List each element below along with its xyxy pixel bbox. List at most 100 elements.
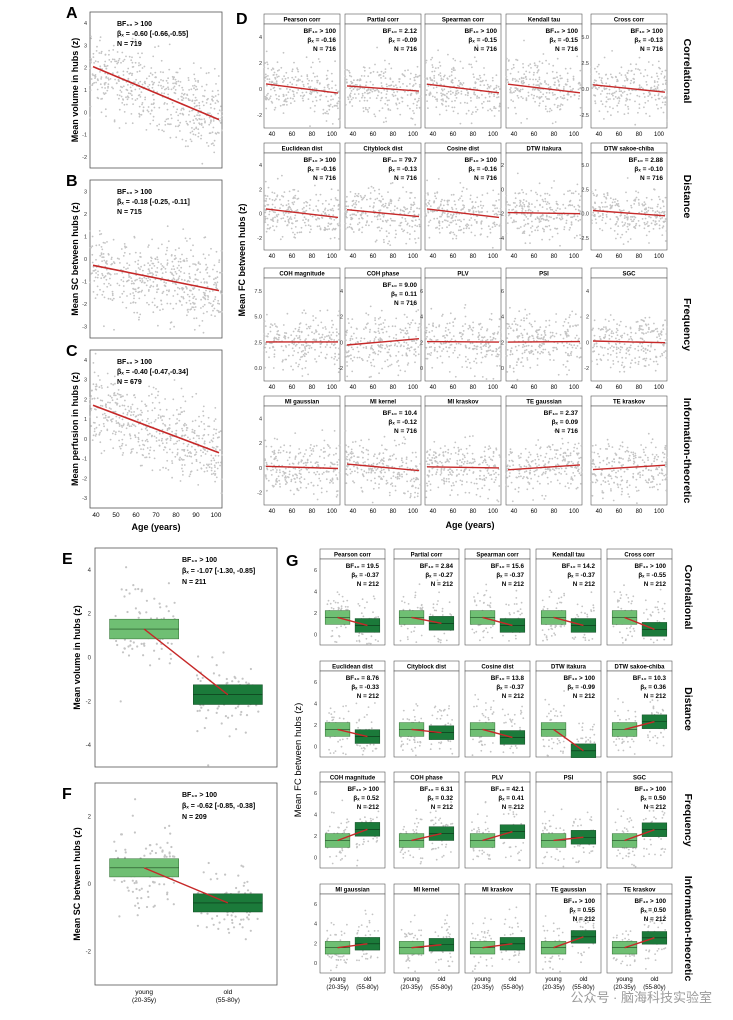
data-point xyxy=(149,112,152,115)
data-point xyxy=(137,438,140,441)
data-point xyxy=(594,87,597,89)
data-point xyxy=(326,69,329,72)
data-point xyxy=(368,354,371,356)
data-point xyxy=(666,119,668,122)
data-point xyxy=(578,356,581,359)
data-point xyxy=(122,60,125,63)
data-point xyxy=(417,213,420,216)
data-point xyxy=(299,94,302,97)
data-point xyxy=(360,213,363,215)
data-point xyxy=(263,349,265,352)
data-point xyxy=(116,94,119,96)
y-axis-label: Mean perfusion in hubs (z) xyxy=(70,372,80,486)
data-point xyxy=(269,97,271,99)
data-point xyxy=(547,86,550,89)
data-point xyxy=(112,383,115,386)
data-point xyxy=(215,286,218,289)
data-point xyxy=(468,63,471,66)
data-point xyxy=(374,323,377,325)
data-point xyxy=(516,172,519,175)
data-point xyxy=(373,331,376,333)
data-point xyxy=(296,209,299,211)
data-point xyxy=(526,117,528,120)
data-point xyxy=(309,225,312,228)
data-point xyxy=(571,346,574,349)
data-point xyxy=(479,80,482,83)
data-point xyxy=(555,200,558,203)
data-point xyxy=(577,88,580,91)
data-point xyxy=(410,191,413,194)
data-point xyxy=(113,328,115,331)
data-point xyxy=(401,228,403,231)
data-point xyxy=(319,228,322,231)
data-point xyxy=(457,342,460,345)
data-point xyxy=(661,210,664,213)
data-point xyxy=(638,103,641,106)
data-point xyxy=(659,217,662,220)
data-point xyxy=(530,67,532,69)
data-point xyxy=(417,353,420,356)
data-point xyxy=(436,350,439,353)
data-point xyxy=(96,88,99,91)
data-point xyxy=(118,425,121,427)
data-point xyxy=(138,318,140,321)
data-point xyxy=(606,92,609,95)
data-point xyxy=(428,323,430,326)
data-point xyxy=(114,78,116,81)
data-point xyxy=(120,431,123,433)
data-point xyxy=(545,59,547,62)
data-point xyxy=(330,218,333,220)
data-point xyxy=(98,424,101,426)
data-point xyxy=(181,113,184,115)
data-point xyxy=(152,55,155,58)
data-point xyxy=(319,98,322,101)
data-point xyxy=(492,210,494,213)
data-point xyxy=(570,223,573,226)
data-point xyxy=(190,140,193,143)
data-point xyxy=(486,87,489,90)
plot-frame xyxy=(424,277,502,382)
data-point xyxy=(468,219,471,222)
data-point xyxy=(483,67,485,69)
data-point xyxy=(570,344,573,346)
stat-label: βₓ = -0.10 xyxy=(634,166,663,173)
data-point xyxy=(212,96,215,98)
data-point xyxy=(548,216,551,218)
data-point xyxy=(534,64,536,67)
data-point xyxy=(655,89,658,91)
data-point xyxy=(495,350,497,353)
data-point xyxy=(299,338,302,341)
data-point xyxy=(131,122,134,125)
data-point xyxy=(105,115,107,118)
data-point xyxy=(120,61,122,64)
data-point xyxy=(367,111,370,113)
data-point xyxy=(576,215,579,218)
data-point xyxy=(527,205,530,208)
data-point xyxy=(290,102,292,105)
data-point xyxy=(556,207,559,210)
data-point xyxy=(179,67,181,70)
data-point xyxy=(274,106,277,109)
x-tick-label: 90 xyxy=(192,512,200,519)
data-point xyxy=(161,292,164,295)
data-point xyxy=(429,93,432,95)
data-point xyxy=(218,431,221,433)
data-point xyxy=(311,215,314,218)
data-point xyxy=(199,461,202,464)
data-point xyxy=(183,464,186,466)
data-point xyxy=(155,388,157,390)
data-point xyxy=(384,71,387,73)
data-point xyxy=(149,72,152,75)
data-point xyxy=(556,76,558,79)
x-tick-label: 40 xyxy=(596,132,603,138)
data-point xyxy=(626,213,629,216)
data-point xyxy=(613,230,616,232)
data-point xyxy=(473,360,475,363)
data-point xyxy=(456,93,458,95)
data-point xyxy=(510,347,513,349)
data-point xyxy=(139,255,142,258)
data-point xyxy=(197,484,200,486)
data-point xyxy=(282,217,285,220)
data-point xyxy=(221,454,223,456)
data-point xyxy=(171,462,174,464)
